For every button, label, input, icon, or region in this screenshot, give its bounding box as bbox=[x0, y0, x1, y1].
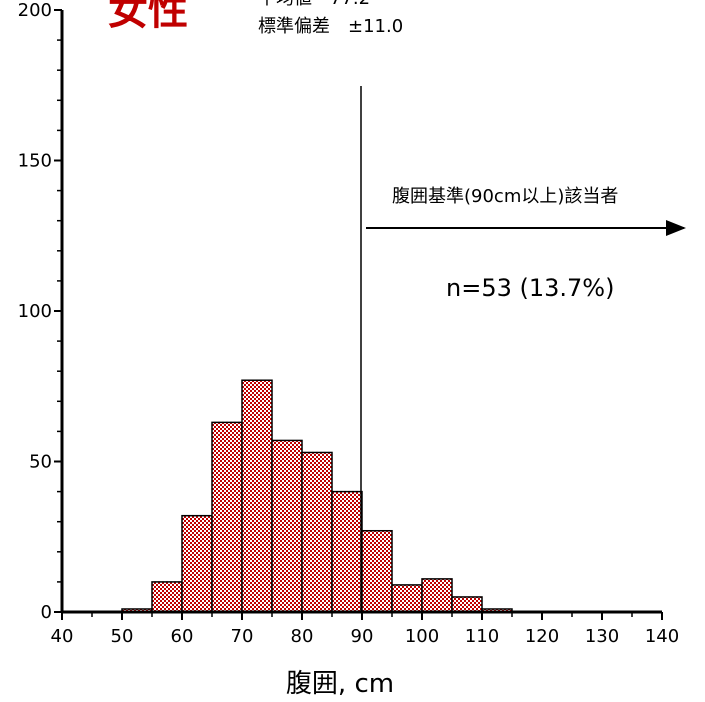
y-tick-label-2: 100 bbox=[18, 301, 52, 322]
y-tick-label-0: 0 bbox=[41, 602, 52, 623]
y-tick-label-3: 150 bbox=[18, 151, 52, 172]
x-tick-label-3: 70 bbox=[231, 626, 254, 647]
axes-layer: 40 50 60 70 80 90 100 110 120 130 140 0 50 100 150 200 bbox=[18, 0, 680, 647]
x-tick-label-1: 50 bbox=[111, 626, 134, 647]
stats-mean: 平均値 77.2 bbox=[258, 0, 370, 9]
y-tick-label-1: 50 bbox=[29, 452, 52, 473]
histogram-bar-3 bbox=[211, 421, 243, 613]
x-tick-label-8: 120 bbox=[525, 626, 559, 647]
x-tick-label-10: 140 bbox=[645, 626, 679, 647]
histogram-bar-4 bbox=[241, 379, 273, 613]
histogram-bar-5 bbox=[271, 439, 303, 613]
bars-layer bbox=[121, 379, 513, 613]
x-tick-label-5: 90 bbox=[351, 626, 374, 647]
x-tick-label-4: 80 bbox=[291, 626, 314, 647]
y-tick-label-4: 200 bbox=[18, 0, 52, 21]
histogram-bar-9 bbox=[391, 584, 423, 613]
histogram-bar-11 bbox=[451, 596, 483, 613]
x-tick-label-6: 100 bbox=[405, 626, 439, 647]
histogram-bar-1 bbox=[151, 581, 183, 613]
x-tick-label-9: 130 bbox=[585, 626, 619, 647]
histogram-bar-7 bbox=[331, 490, 363, 613]
x-tick-label-7: 110 bbox=[465, 626, 499, 647]
x-tick-label-0: 40 bbox=[51, 626, 74, 647]
histogram-bar-10 bbox=[421, 578, 453, 613]
histogram-bar-2 bbox=[181, 514, 213, 613]
threshold-annotation: 腹囲基準(90cm以上)該当者 bbox=[392, 186, 618, 207]
histogram-bar-8 bbox=[361, 529, 393, 613]
x-axis-title: 腹囲, cm bbox=[286, 669, 394, 699]
x-tick-label-2: 60 bbox=[171, 626, 194, 647]
n-count-label: n=53 (13.7%) bbox=[446, 274, 614, 302]
histogram-bar-6 bbox=[301, 451, 333, 613]
stats-sd: 標準偏差 ±11.0 bbox=[258, 16, 403, 37]
chart-title: 女性 bbox=[108, 0, 188, 34]
